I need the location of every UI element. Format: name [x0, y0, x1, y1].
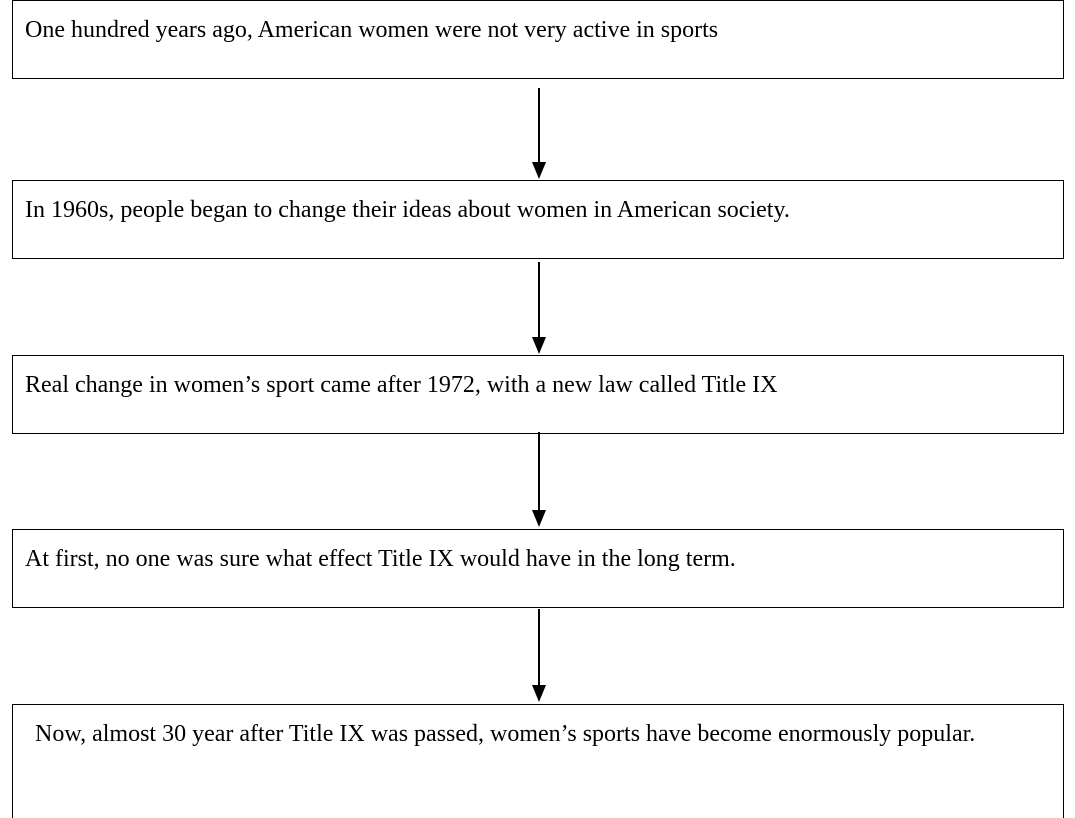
box-text: Real change in women’s sport came after …	[25, 372, 778, 398]
flow-box: Real change in women’s sport came after …	[12, 355, 1064, 434]
arrow-head	[532, 510, 546, 527]
arrow-head	[532, 162, 546, 179]
arrow-head	[532, 337, 546, 354]
box-text: In 1960s, people began to change their i…	[25, 197, 790, 223]
box-text: At first, no one was sure what effect Ti…	[25, 546, 736, 572]
arrow-head	[532, 685, 546, 702]
flow-box: One hundred years ago, American women we…	[12, 0, 1064, 79]
flow-box: Now, almost 30 year after Title IX was p…	[12, 704, 1064, 818]
box-text: One hundred years ago, American women we…	[25, 17, 719, 43]
flow-box: In 1960s, people began to change their i…	[12, 180, 1064, 259]
flow-box: At first, no one was sure what effect Ti…	[12, 529, 1064, 608]
box-text: Now, almost 30 year after Title IX was p…	[35, 721, 976, 747]
